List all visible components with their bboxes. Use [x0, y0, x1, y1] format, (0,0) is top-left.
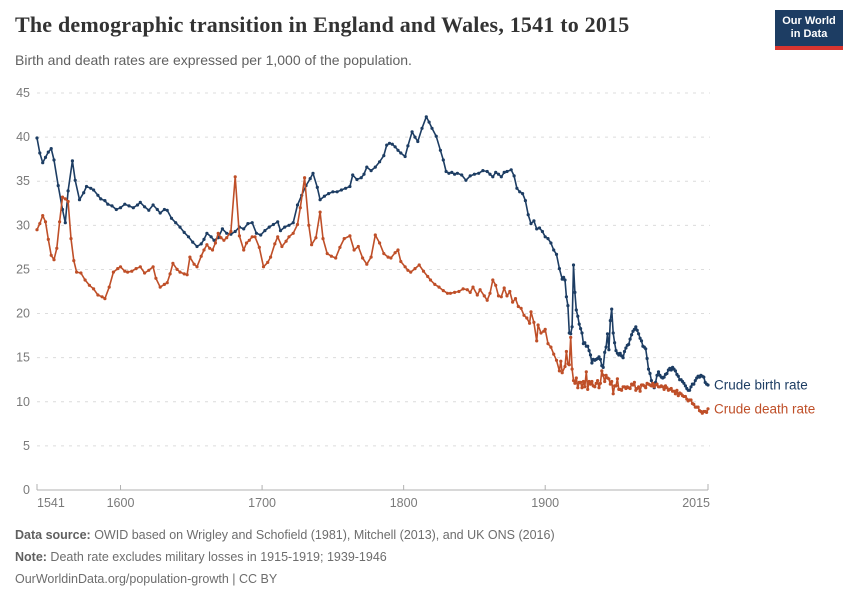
y-tick-label-15: 15 — [16, 351, 30, 365]
crude-birth-rate-line[interactable] — [36, 116, 709, 392]
y-tick-label-25: 25 — [16, 262, 30, 276]
datasource-label: Data source: — [15, 528, 91, 542]
y-tick-label-45: 45 — [16, 86, 30, 100]
x-tick-label-1700: 1700 — [248, 496, 276, 510]
y-tick-label-5: 5 — [23, 439, 30, 453]
legend-label-crude-birth-rate[interactable]: Crude birth rate — [714, 378, 808, 393]
license-link[interactable]: OurWorldinData.org/population-growth | C… — [15, 572, 278, 586]
crude-death-rate-markers — [35, 175, 710, 415]
y-tick-label-20: 20 — [16, 307, 30, 321]
chart-title: The demographic transition in England an… — [15, 12, 630, 37]
owid-logo-line1: Our World — [782, 15, 836, 27]
x-tick-label-1900: 1900 — [531, 496, 559, 510]
y-tick-label-30: 30 — [16, 218, 30, 232]
x-tick-label-2015: 2015 — [682, 496, 710, 510]
note-line: Note: Death rate excludes military losse… — [15, 546, 555, 568]
x-tick-label-1600: 1600 — [107, 496, 135, 510]
y-tick-label-35: 35 — [16, 174, 30, 188]
legend-label-crude-death-rate[interactable]: Crude death rate — [714, 401, 815, 416]
x-tick-label-1800: 1800 — [390, 496, 418, 510]
owid-logo-line2: in Data — [790, 28, 828, 40]
y-tick-label-10: 10 — [16, 395, 30, 409]
owid-logo-stripe — [775, 46, 843, 50]
owid-logo-box: Our World in Data — [775, 10, 843, 46]
datasource-line: Data source: OWID based on Wrigley and S… — [15, 524, 555, 546]
crude-birth-rate-markers — [35, 115, 710, 392]
owid-logo: Our World in Data — [775, 10, 843, 50]
chart-subtitle: Birth and death rates are expressed per … — [15, 52, 412, 68]
x-tick-label-1541: 1541 — [37, 496, 65, 510]
license-line: OurWorldinData.org/population-growth | C… — [15, 568, 555, 590]
note-label: Note: — [15, 550, 47, 564]
chart-footer: Data source: OWID based on Wrigley and S… — [15, 524, 555, 590]
y-tick-label-0: 0 — [23, 483, 30, 497]
y-tick-label-40: 40 — [16, 130, 30, 144]
note-text: Death rate excludes military losses in 1… — [46, 550, 387, 564]
datasource-text: OWID based on Wrigley and Schofield (198… — [90, 528, 555, 542]
